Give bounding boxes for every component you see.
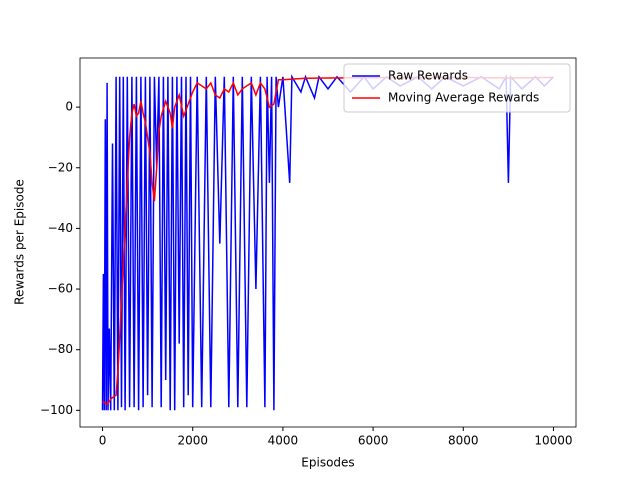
x-tick-label: 10000: [534, 434, 572, 448]
legend-label: Raw Rewards: [388, 69, 468, 83]
y-axis-label: Rewards per Episode: [13, 179, 27, 305]
y-tick-label: −80: [48, 342, 73, 356]
x-tick-label: 8000: [448, 434, 479, 448]
line-series: [101, 74, 555, 411]
y-tick-label: −100: [40, 403, 73, 417]
legend-box: [343, 63, 571, 113]
y-tick-label: −60: [48, 282, 73, 296]
plot-frame: [79, 57, 577, 428]
line-series: [102, 76, 554, 406]
x-tick-label: 2000: [177, 434, 208, 448]
legend-label: Moving Average Rewards: [388, 91, 539, 105]
y-tick-label: 0: [65, 100, 73, 114]
y-tick-label: −40: [48, 221, 73, 235]
x-tick-label: 0: [99, 434, 107, 448]
x-tick-label: 6000: [358, 434, 389, 448]
x-tick-label: 4000: [268, 434, 299, 448]
y-tick-label: −20: [48, 160, 73, 174]
x-axis-label: Episodes: [301, 456, 354, 470]
